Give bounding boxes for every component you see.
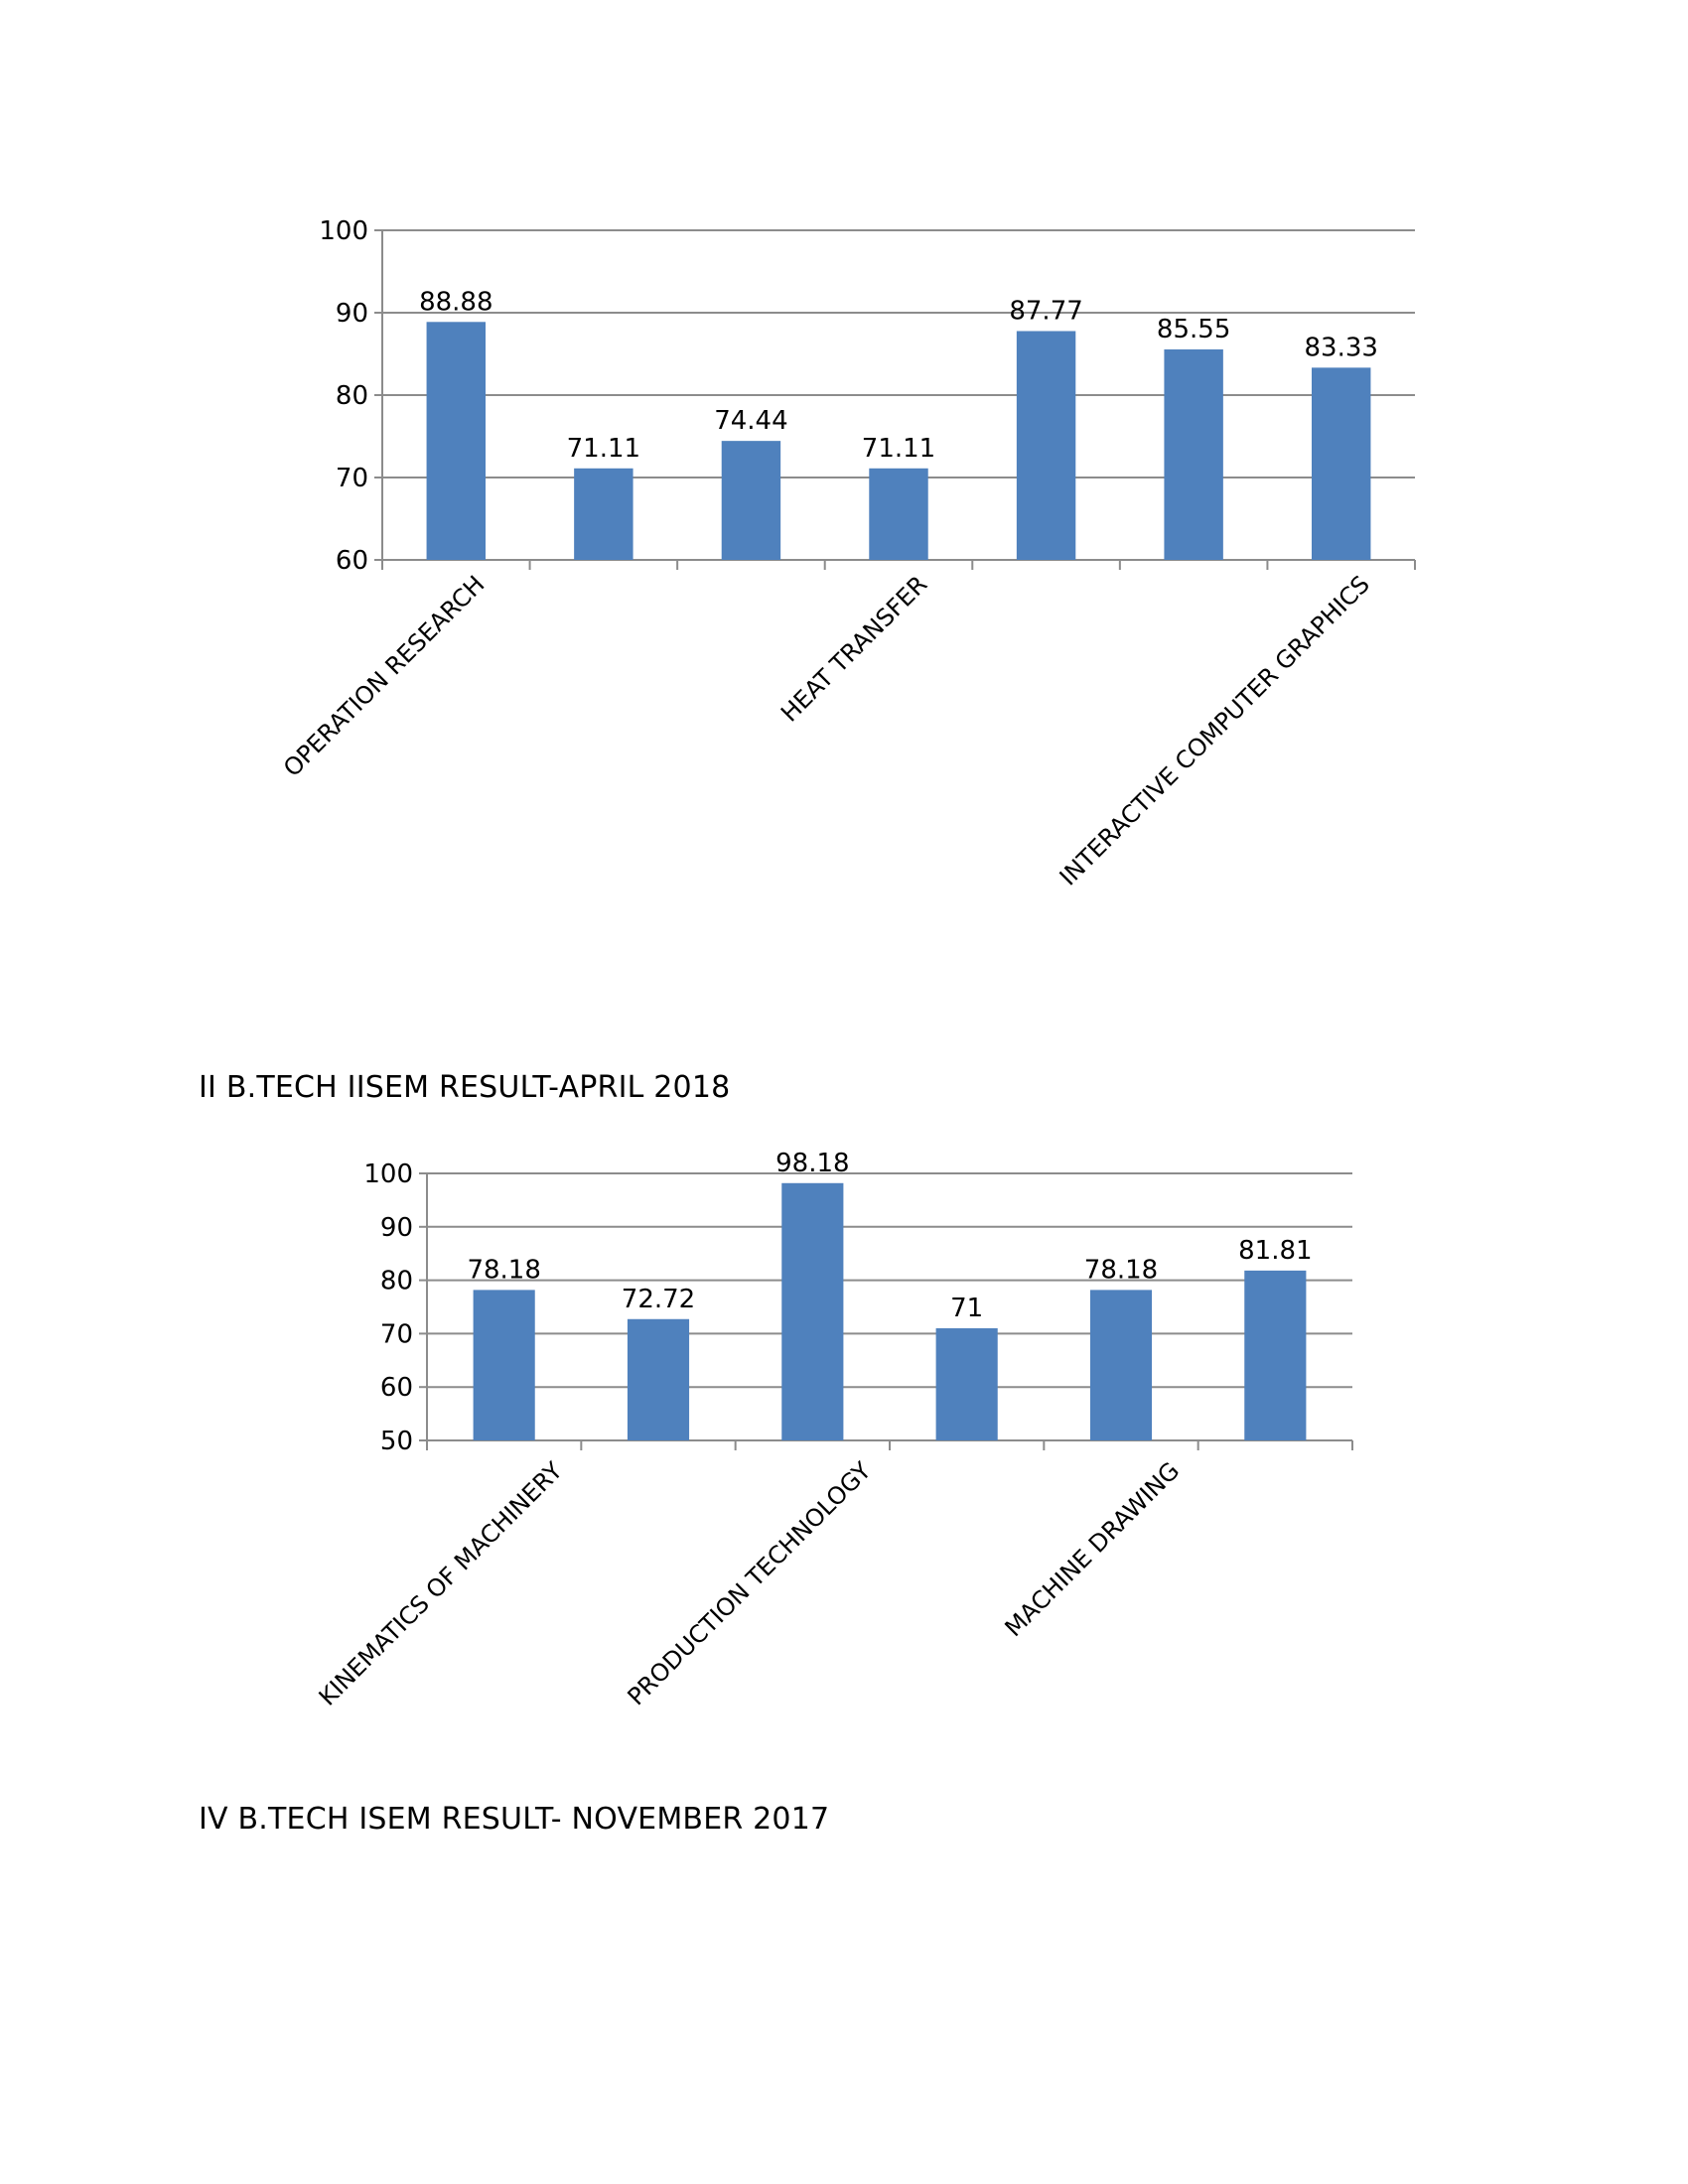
chart-1-bar bbox=[1312, 367, 1371, 560]
chart-1-data-label: 88.88 bbox=[419, 287, 492, 317]
chart-1-category-label: INTERACTIVE COMPUTER GRAPHICS bbox=[1055, 570, 1375, 890]
chart-1-data-label: 85.55 bbox=[1157, 315, 1230, 344]
chart-2-ytick-label: 80 bbox=[380, 1267, 413, 1297]
chart-1-ytick-label: 60 bbox=[336, 546, 368, 576]
chart-1-ytick-label: 100 bbox=[319, 216, 368, 246]
chart-1-data-label: 74.44 bbox=[714, 406, 787, 436]
chart-2-bar bbox=[1244, 1270, 1307, 1440]
chart-2-bar bbox=[473, 1290, 535, 1440]
chart-1-ytick-label: 80 bbox=[336, 381, 368, 411]
chart-2-ytick-label: 70 bbox=[380, 1319, 413, 1349]
chart-1: 60 70 80 90 100 88.88 OPERATION RESEARCH 71.11 7… bbox=[0, 0, 1688, 993]
chart-2-category-label: MACHINE DRAWING bbox=[1000, 1456, 1186, 1642]
chart-1-bar bbox=[1164, 348, 1223, 560]
chart-1-ytick-label: 90 bbox=[336, 299, 368, 329]
chart-1-bar bbox=[426, 322, 486, 560]
chart-2-data-label: 81.81 bbox=[1238, 1236, 1312, 1266]
chart-1-data-label: 87.77 bbox=[1009, 297, 1082, 327]
chart-2-svg: 50 60 70 80 90 100 78.18 KINEMATICS OF MACHINER… bbox=[314, 1149, 1353, 1711]
chart-1-data-label: 71.11 bbox=[567, 434, 640, 464]
chart-2-caption: II B.TECH IISEM RESULT-APRIL 2018 bbox=[199, 1070, 731, 1105]
chart-1-ytick-label: 70 bbox=[336, 464, 368, 493]
chart-2-bar bbox=[935, 1328, 998, 1440]
chart-2-data-label: 78.18 bbox=[1084, 1255, 1158, 1285]
chart-1-bar bbox=[869, 468, 928, 560]
chart-1-data-label: 71.11 bbox=[862, 434, 935, 464]
chart-2-data-label: 72.72 bbox=[622, 1285, 695, 1314]
chart-2-category-label: PRODUCTION TECHNOLOGY bbox=[623, 1456, 877, 1710]
chart-2-data-label: 71 bbox=[950, 1294, 983, 1323]
chart-2-bar bbox=[627, 1318, 690, 1440]
chart-1-svg: 60 70 80 90 100 88.88 OPERATION RESEARCH 71.11 7… bbox=[278, 216, 1416, 891]
chart-1-category-label: OPERATION RESEARCH bbox=[278, 570, 491, 782]
chart-2-ytick-label: 100 bbox=[363, 1160, 413, 1189]
chart-3-caption: IV B.TECH ISEM RESULT- NOVEMBER 2017 bbox=[199, 1802, 830, 1837]
chart-2-data-label: 78.18 bbox=[467, 1255, 540, 1285]
chart-2-ytick-label: 50 bbox=[380, 1427, 413, 1456]
chart-2-category-label: KINEMATICS OF MACHINERY bbox=[314, 1456, 568, 1710]
chart-1-data-label: 83.33 bbox=[1304, 333, 1377, 362]
chart-1-bar bbox=[1016, 331, 1076, 560]
chart-1-bar bbox=[721, 441, 781, 560]
chart-2-data-label: 98.18 bbox=[775, 1149, 849, 1178]
chart-2-bar bbox=[1089, 1290, 1153, 1440]
chart-1-category-label: HEAT TRANSFER bbox=[775, 570, 932, 727]
chart-2-ytick-label: 60 bbox=[380, 1373, 413, 1403]
chart-1-bar bbox=[574, 468, 633, 560]
chart-2-ytick-label: 90 bbox=[380, 1213, 413, 1243]
chart-2: 50 60 70 80 90 100 78.18 KINEMATICS OF MACHINER… bbox=[0, 1132, 1688, 1787]
chart-2-bar bbox=[781, 1182, 844, 1440]
